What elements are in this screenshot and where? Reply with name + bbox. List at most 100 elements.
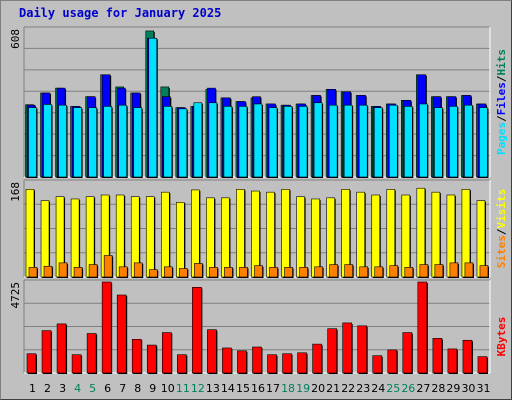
visits-bar (221, 197, 230, 278)
kbytes-bar (357, 325, 368, 374)
pages-bar (283, 106, 293, 178)
visits-bar (311, 198, 320, 278)
pages-bar (193, 102, 203, 178)
sites-bar (449, 262, 459, 278)
sites-bar (479, 265, 489, 278)
kbytes-bar (177, 354, 187, 374)
sites-bar (284, 267, 293, 278)
sites-bar (464, 262, 474, 278)
sites-bar (299, 267, 308, 278)
kbytes-bar (207, 329, 217, 374)
sites-bar (133, 262, 143, 278)
pages-bar (223, 106, 233, 178)
x-tick-label: 22 (341, 382, 355, 395)
kbytes-bar (432, 338, 443, 374)
pages-bar (419, 103, 428, 178)
x-tick-label: 10 (161, 382, 175, 395)
visits-bar (160, 191, 170, 278)
legend-files: Files (495, 82, 508, 115)
kbytes-bar (101, 281, 112, 374)
sites-bar (103, 255, 113, 278)
visits-bar (266, 191, 275, 278)
chart-title: Daily usage for January 2025 (19, 6, 222, 20)
pages-bar (434, 107, 443, 178)
x-tick-label: 25 (386, 382, 400, 395)
pages-bar (163, 106, 173, 178)
sites-bar (163, 266, 173, 278)
kbytes-bar (146, 344, 157, 374)
x-tick-label: 27 (416, 382, 430, 395)
x-tick-label: 28 (431, 382, 445, 395)
sites-bar (194, 263, 203, 278)
pages-bar (133, 107, 143, 178)
pages-bar (58, 104, 67, 178)
kbytes-bar (267, 354, 277, 374)
sites-bar (88, 264, 98, 278)
visits-bar (25, 189, 35, 278)
pages-bar (358, 104, 368, 178)
visits-bar (145, 196, 155, 278)
x-tick-label: 24 (371, 382, 385, 395)
visits-bar (176, 202, 185, 278)
pages-bar (73, 107, 82, 178)
sites-bar (73, 267, 83, 278)
kbytes-bar (237, 350, 247, 374)
x-tick-label: 14 (221, 382, 235, 395)
visits-bar (356, 191, 366, 278)
kbytes-bar (161, 332, 172, 374)
x-tick-label: 26 (401, 382, 415, 395)
legend-hits-files-pages: Pages/Files/Hits (495, 49, 508, 155)
pages-bar (238, 106, 248, 178)
x-tick-label: 29 (446, 382, 460, 395)
pages-bar (449, 106, 458, 178)
kbytes-bar (372, 355, 383, 374)
pages-bar (298, 106, 308, 178)
x-tick-label: 30 (461, 382, 475, 395)
sites-bar (404, 267, 414, 278)
kbytes-bar (342, 322, 352, 374)
x-tick-label: 23 (356, 382, 370, 395)
pages-bar (253, 103, 263, 178)
x-tick-label: 13 (206, 382, 220, 395)
pages-bar (208, 102, 218, 178)
kbytes-bar (387, 349, 398, 374)
visits-bar (40, 200, 50, 278)
visits-bar (115, 194, 125, 278)
x-tick-label: 18 (281, 382, 295, 395)
pages-bar (388, 104, 398, 178)
visits-bar (386, 189, 396, 278)
x-tick-label: 20 (311, 382, 325, 395)
legend-separator: / (495, 75, 508, 82)
kbytes-bar (116, 294, 127, 374)
pages-bar (88, 107, 97, 178)
kbytes-bar (462, 339, 473, 374)
visits-bar (416, 187, 426, 278)
pages-bar (178, 108, 188, 178)
sites-bar (254, 265, 263, 278)
sites-bar (179, 268, 188, 278)
kbytes-bar (402, 332, 413, 374)
pages-bar (28, 107, 37, 178)
pages-bar (103, 106, 112, 178)
visits-bar (251, 190, 260, 278)
kbytes-bar (71, 354, 82, 374)
x-tick-label: 11 (176, 382, 190, 395)
legend-sites: Sites (495, 235, 508, 268)
x-tick-label: 3 (59, 382, 66, 395)
x-tick-label: 16 (251, 382, 265, 395)
x-tick-label: 17 (266, 382, 280, 395)
pages-bar (479, 107, 488, 178)
pages-bar (328, 104, 338, 178)
sites-bar (224, 267, 233, 278)
pages-bar (404, 106, 413, 178)
kbytes-bar (312, 343, 322, 374)
sites-bar (239, 267, 248, 278)
x-tick-label: 5 (89, 382, 96, 395)
sites-bar (359, 266, 369, 278)
kbytes-bar (447, 348, 458, 374)
sites-bar (419, 264, 429, 278)
y-max-label: 608 (9, 29, 22, 49)
pages-bar (43, 104, 52, 178)
legend-pages: Pages (495, 122, 508, 155)
